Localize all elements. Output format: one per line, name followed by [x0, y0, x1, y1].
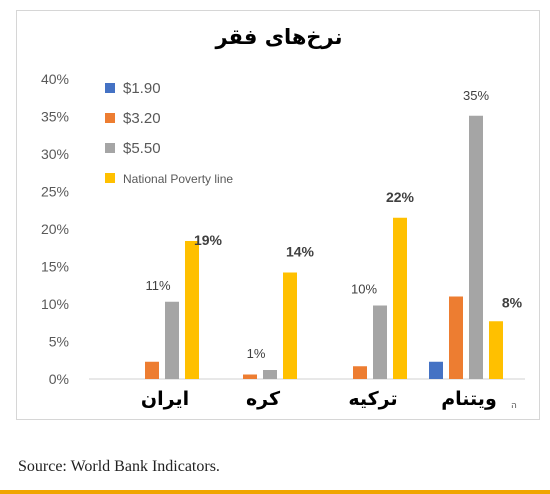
bar — [373, 305, 387, 379]
bar — [145, 361, 159, 379]
data-label: 22% — [386, 189, 415, 205]
y-tick-label: 35% — [41, 109, 69, 125]
data-label: 14% — [286, 244, 315, 260]
bottom-rule — [0, 490, 550, 494]
bar — [243, 374, 257, 379]
legend-swatch — [105, 83, 115, 93]
y-tick-label: 15% — [41, 259, 69, 275]
category-label: ایران — [141, 388, 189, 410]
y-tick-label: 0% — [49, 371, 69, 387]
category-label: کره — [246, 388, 281, 410]
bar-chart: 0% 5% 10% 15% 20% 25% 30% 35% 40% ایران کره ترکیه وی… — [41, 71, 525, 410]
data-label: 11% — [145, 278, 170, 293]
y-tick-label: 20% — [41, 221, 69, 237]
bar — [429, 361, 443, 379]
legend-label: $5.50 — [123, 140, 161, 157]
legend-swatch — [105, 173, 115, 183]
y-tick-label: 40% — [41, 71, 69, 87]
y-tick-label: 25% — [41, 184, 69, 200]
legend-swatch — [105, 113, 115, 123]
category-label: ترکیه — [348, 388, 397, 410]
legend-label: $1.90 — [123, 80, 161, 97]
data-label: 8% — [502, 294, 523, 310]
bar — [185, 241, 199, 379]
bar — [283, 272, 297, 379]
source-note: Source: World Bank Indicators. — [18, 458, 220, 475]
y-tick-label: 10% — [41, 296, 69, 312]
bar — [469, 115, 483, 379]
data-label: 35% — [463, 88, 489, 103]
category-label: ویتنام — [441, 388, 497, 410]
y-tick-label: 30% — [41, 146, 69, 162]
bar — [165, 301, 179, 379]
data-label: 19% — [194, 232, 223, 248]
chart-title: نرخ‌های فقر — [215, 25, 343, 49]
bar — [449, 296, 463, 379]
legend-label: $3.20 — [123, 110, 161, 127]
legend-label: National Poverty line — [123, 172, 233, 186]
bar — [393, 217, 407, 379]
bar — [353, 366, 367, 379]
bar — [489, 321, 503, 379]
data-label: 1% — [247, 346, 266, 361]
y-tick-label: 5% — [49, 334, 69, 350]
stray-mark: ה — [511, 401, 517, 411]
legend-swatch — [105, 143, 115, 153]
data-label: 10% — [351, 282, 377, 297]
bar — [263, 370, 277, 379]
chart-frame: نرخ‌های فقر 0% 5% 10% 15% 20% 25% 30% 35% 40% ایر… — [16, 10, 540, 420]
